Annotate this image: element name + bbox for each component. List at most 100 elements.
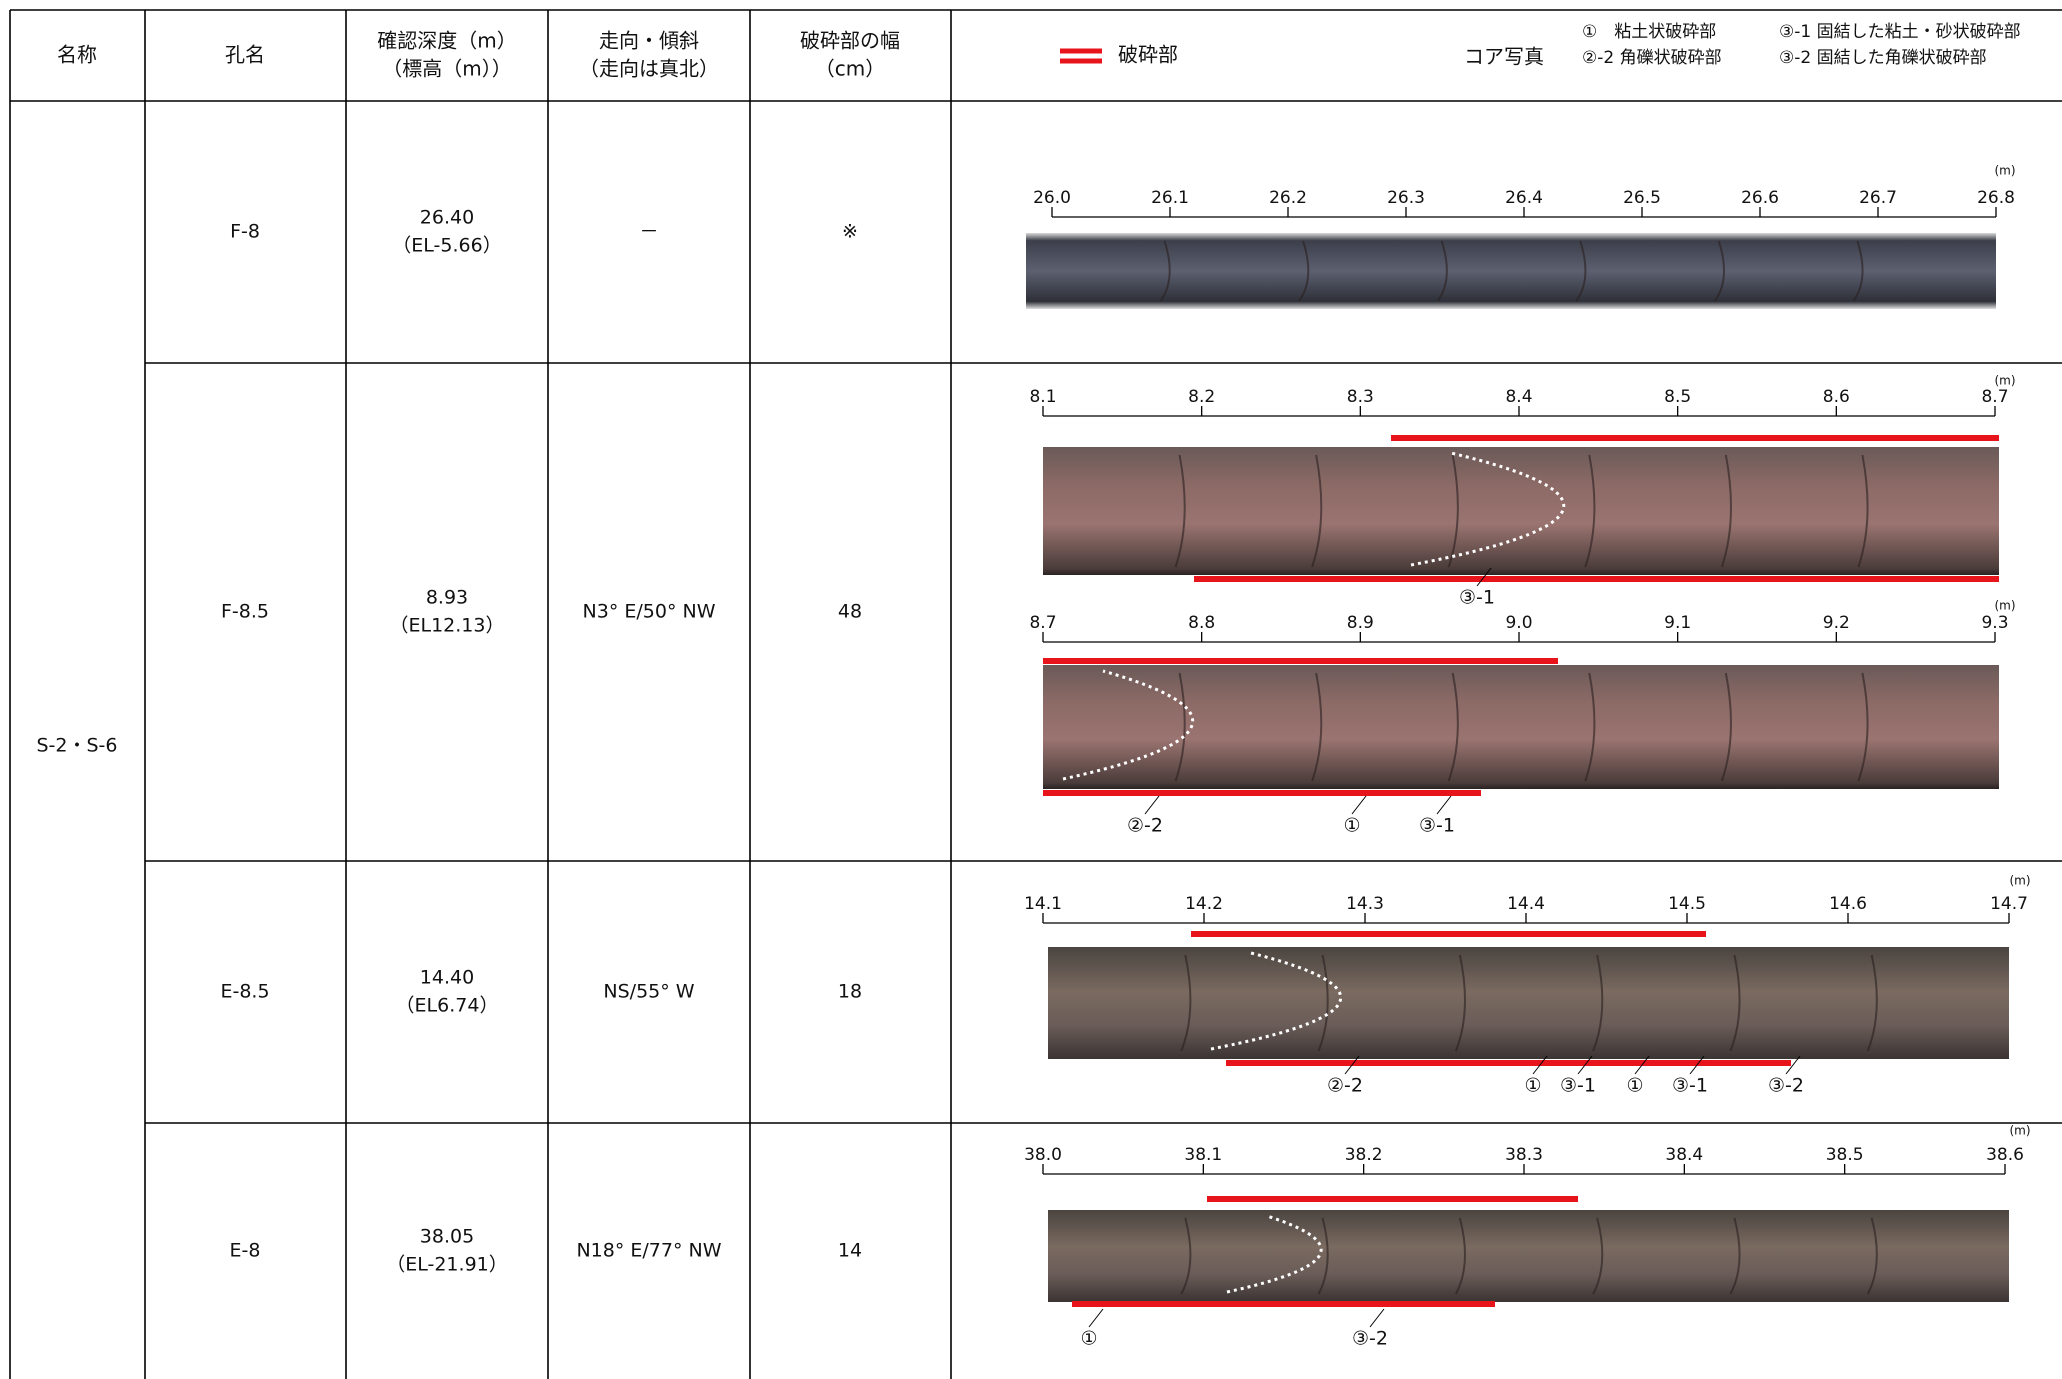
scale-label: 26.1: [1151, 188, 1189, 208]
core-crack: [1454, 1217, 1466, 1295]
scale-label: 26.4: [1505, 188, 1543, 208]
elevation: （EL-5.66）: [392, 235, 501, 257]
scale-label: 14.7: [1990, 894, 2028, 914]
header-cell: 名称: [57, 43, 97, 67]
scale-label: 8.2: [1188, 387, 1215, 407]
callout: ②-2: [1127, 815, 1163, 837]
scale-label: 38.1: [1184, 1145, 1222, 1165]
fracture-outline: [1062, 669, 1194, 781]
strike-dip: －: [639, 221, 658, 243]
fracture-width: ※: [842, 221, 858, 243]
legend-note: ③-2 固結した角礫状破砕部: [1779, 48, 1987, 68]
legend-note: ① 粘土状破砕部: [1582, 22, 1716, 42]
callout: ③-1: [1560, 1075, 1596, 1097]
header-cell: （走向は真北）: [579, 57, 719, 81]
callout-leader: [1532, 1055, 1548, 1075]
scale-label: 8.4: [1505, 387, 1532, 407]
callout-leader: [1577, 1055, 1593, 1075]
core-crack: [1729, 1217, 1741, 1295]
hole-name: E-8: [230, 1240, 261, 1262]
scale-label: 14.1: [1024, 894, 1062, 914]
legend-note: ②-2 角礫状破砕部: [1582, 48, 1722, 68]
core-photo: [1043, 447, 1999, 575]
strike-dip: NS/55° W: [603, 981, 694, 1003]
elevation: （EL12.13）: [390, 615, 505, 637]
callout: ③-2: [1768, 1075, 1804, 1097]
scale-label: 14.2: [1185, 894, 1223, 914]
fracture-width: 48: [838, 601, 862, 623]
hole-name: F-8.5: [221, 601, 269, 623]
callout-leader: [1476, 567, 1492, 587]
callout-leader: [1144, 795, 1160, 815]
scale-unit: (m): [1994, 374, 2015, 388]
core-photo: [1043, 665, 1999, 789]
callout-leader: [1634, 1055, 1650, 1075]
core-crack: [1857, 672, 1869, 782]
fracture-width: 14: [838, 1240, 862, 1262]
scale-label: 14.3: [1346, 894, 1384, 914]
callout: ③-1: [1459, 587, 1495, 609]
fracture-outline: [1410, 451, 1566, 567]
core-photo: [1048, 947, 2009, 1059]
scale-label: 26.7: [1859, 188, 1897, 208]
header-cell: 確認深度（m）: [377, 29, 516, 53]
scale-label: 9.0: [1505, 613, 1532, 633]
core-crack: [1714, 240, 1725, 302]
callout-leader: [1088, 1308, 1104, 1328]
callout: ①: [1626, 1075, 1643, 1097]
scale-label: 8.6: [1823, 387, 1850, 407]
scale-label: 26.0: [1033, 188, 1071, 208]
hole-name: F-8: [230, 221, 260, 243]
scale-unit: (m): [1994, 599, 2015, 613]
scale-label: 26.3: [1387, 188, 1425, 208]
core-crack: [1592, 954, 1604, 1052]
header-cell: （標高（m））: [382, 57, 511, 81]
scale-label: 38.3: [1505, 1145, 1543, 1165]
scale-label: 8.8: [1188, 613, 1215, 633]
core-crack: [1180, 954, 1192, 1052]
core-crack: [1317, 954, 1329, 1052]
core-photo: [1026, 233, 1996, 309]
scale-label: 8.9: [1347, 613, 1374, 633]
elevation: （EL6.74）: [396, 995, 499, 1017]
scale-label: 38.0: [1024, 1145, 1062, 1165]
hole-name: E-8.5: [220, 981, 269, 1003]
depth: 26.40: [420, 207, 474, 229]
core-crack: [1852, 240, 1864, 302]
core-crack: [1436, 240, 1448, 302]
core-crack: [1720, 454, 1732, 568]
legend-label: 破砕部: [1118, 43, 1178, 67]
header-cell: 破砕部の幅: [800, 29, 900, 53]
core-crack: [1159, 240, 1171, 302]
header-cell: 孔名: [225, 43, 265, 67]
core-crack: [1311, 672, 1323, 782]
elevation: （EL-21.91）: [386, 1254, 508, 1276]
scale-label: 26.2: [1269, 188, 1307, 208]
core-crack: [1592, 1217, 1604, 1295]
core-crack: [1454, 954, 1466, 1052]
scale-label: 26.8: [1977, 188, 2015, 208]
callout: ③-1: [1419, 815, 1455, 837]
scale-label: 38.4: [1665, 1145, 1703, 1165]
callout: ①: [1343, 815, 1360, 837]
callout-leader: [1344, 1055, 1360, 1075]
callout: ③-1: [1672, 1075, 1708, 1097]
group-name: S-2・S-6: [36, 735, 117, 757]
core-crack: [1447, 454, 1459, 568]
grid: [9, 9, 2062, 1379]
scale-label: 26.5: [1623, 188, 1661, 208]
core-crack: [1575, 240, 1587, 302]
scale-label: 9.2: [1823, 613, 1850, 633]
scale-label: 38.2: [1345, 1145, 1383, 1165]
scale-label: 14.4: [1507, 894, 1545, 914]
core-crack: [1866, 1217, 1878, 1295]
core-crack: [1311, 454, 1323, 568]
scale-label: 8.1: [1029, 387, 1056, 407]
core-crack: [1857, 454, 1869, 568]
callout: ①: [1524, 1075, 1541, 1097]
strike-dip: N18° E/77° NW: [576, 1240, 721, 1262]
depth: 38.05: [420, 1226, 474, 1248]
core-crack: [1180, 1217, 1192, 1295]
scale-label: 14.5: [1668, 894, 1706, 914]
